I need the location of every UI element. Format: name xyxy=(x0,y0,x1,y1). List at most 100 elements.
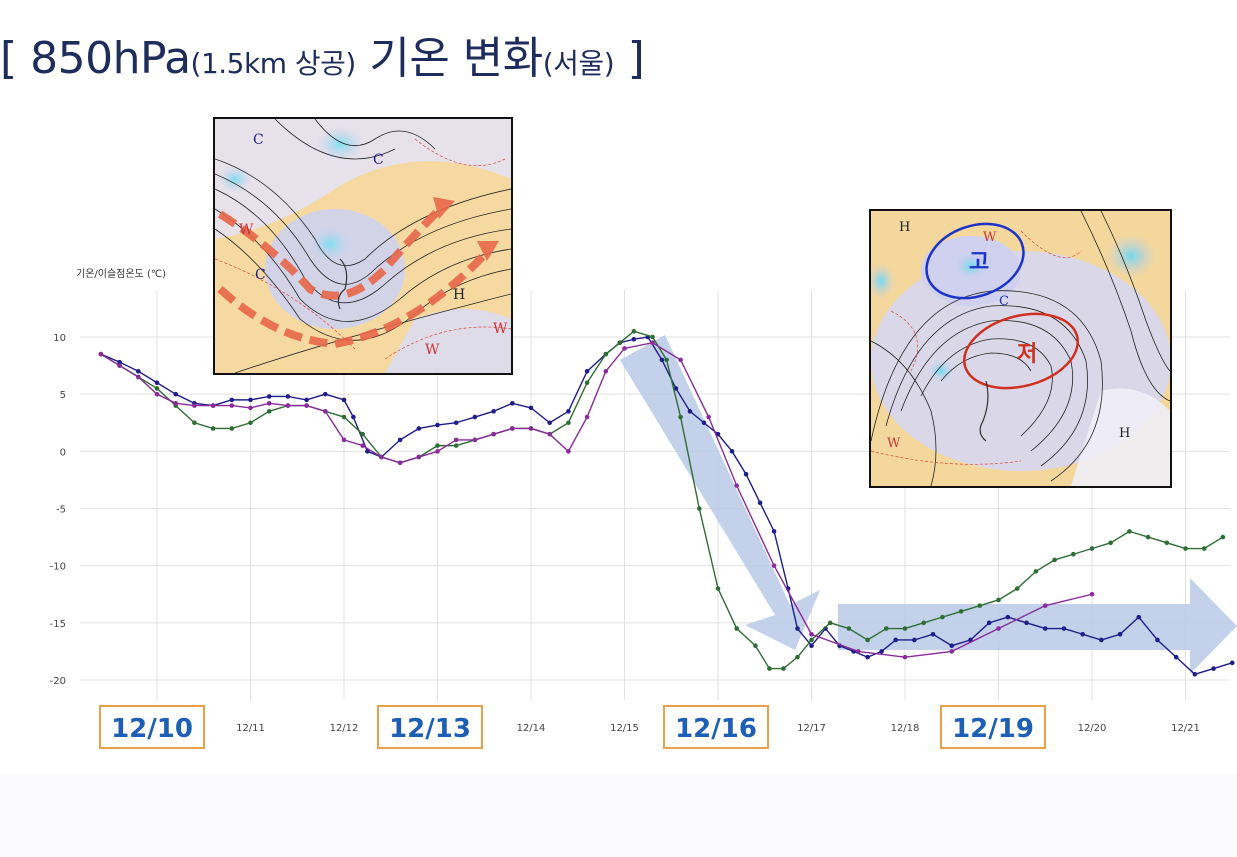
series-point xyxy=(453,443,459,448)
map-label: C xyxy=(373,152,384,168)
series-point xyxy=(631,328,637,334)
y-tick-label: 0 xyxy=(60,447,66,458)
series-point xyxy=(795,626,800,631)
series-point xyxy=(98,351,104,357)
series-point xyxy=(1042,626,1048,631)
weather-map-left-drawing: C C W W H W C xyxy=(215,119,511,373)
series-point xyxy=(1052,557,1057,563)
title-close: ] xyxy=(627,33,645,84)
footer-band xyxy=(0,775,1237,857)
map-label-high: 고 xyxy=(969,250,989,275)
y-tick-label: 10 xyxy=(53,333,66,344)
series-point xyxy=(912,637,917,643)
series-point xyxy=(210,403,216,408)
series-point xyxy=(435,443,440,448)
series-point xyxy=(879,649,884,654)
series-point xyxy=(304,397,309,403)
series-point xyxy=(154,380,160,386)
series-point xyxy=(659,357,665,363)
series-point xyxy=(510,401,515,406)
series-point xyxy=(435,449,440,454)
map-label: C xyxy=(255,267,266,283)
series-point xyxy=(603,369,609,374)
series-point xyxy=(360,443,366,448)
series-point xyxy=(566,409,571,414)
chart-series xyxy=(98,328,1235,677)
series-point xyxy=(491,431,496,437)
series-point xyxy=(865,654,870,660)
map-label: W xyxy=(983,230,997,245)
x-tick-label: 12/12 xyxy=(330,723,359,734)
series-point xyxy=(1145,534,1151,540)
series-point xyxy=(341,397,347,403)
series-point xyxy=(1089,591,1095,597)
weather-map-right-drawing: H 고 저 W W H C xyxy=(871,211,1170,486)
series-point xyxy=(1108,540,1113,546)
series-point xyxy=(1201,546,1207,551)
series-point xyxy=(855,649,861,654)
series-point xyxy=(781,666,786,671)
series-point xyxy=(136,374,141,380)
series-point xyxy=(584,414,590,420)
series-point xyxy=(1089,546,1095,551)
series-point xyxy=(996,626,1001,631)
series-point xyxy=(397,460,403,466)
map-label-low: 저 xyxy=(1017,342,1037,367)
series-point xyxy=(893,637,898,643)
series-point xyxy=(1099,637,1104,643)
series-point xyxy=(528,426,534,431)
series-point xyxy=(323,409,328,414)
series-point xyxy=(715,586,721,591)
drop-arrow xyxy=(620,335,820,650)
series-point xyxy=(154,391,160,397)
series-point xyxy=(416,426,422,431)
series-point xyxy=(603,351,609,357)
series-point xyxy=(528,405,534,411)
series-point xyxy=(1042,603,1048,608)
series-point xyxy=(266,409,272,414)
series-point xyxy=(248,420,253,426)
series-point xyxy=(584,380,590,386)
y-tick-label: -10 xyxy=(50,562,66,573)
series-point xyxy=(949,643,955,648)
series-point xyxy=(435,422,440,428)
date-callout-4: 12/19 xyxy=(940,705,1046,749)
series-point xyxy=(229,426,235,431)
series-point xyxy=(453,420,459,426)
series-point xyxy=(547,431,552,437)
series-point xyxy=(697,506,702,511)
title-paren: (1.5km 상공) xyxy=(190,47,357,80)
series-point xyxy=(304,403,309,408)
series-point xyxy=(229,403,235,408)
series-point xyxy=(650,340,655,346)
series-point xyxy=(1220,534,1226,540)
series-point xyxy=(729,449,735,454)
series-point xyxy=(192,403,197,408)
x-tick-label: 12/21 xyxy=(1171,723,1200,734)
x-tick-label: 12/15 xyxy=(610,723,639,734)
series-point xyxy=(664,357,669,363)
title-main2: 기온 변화 xyxy=(369,33,543,84)
series-point xyxy=(767,666,772,671)
series-point xyxy=(949,649,955,654)
x-tick-label: 12/20 xyxy=(1078,723,1107,734)
series-point xyxy=(1211,666,1216,671)
map-label: H xyxy=(1119,426,1130,441)
series-point xyxy=(1183,546,1188,551)
date-callout-3: 12/16 xyxy=(663,705,769,749)
series-point xyxy=(547,420,552,426)
series-point xyxy=(1080,631,1085,637)
y-axis-title: 기온/이슬점온도 (℃) xyxy=(76,268,166,280)
map-label: H xyxy=(453,287,465,303)
series-point xyxy=(210,426,216,431)
series-point xyxy=(986,620,992,626)
series-point xyxy=(173,391,178,397)
series-point xyxy=(921,620,926,626)
series-point xyxy=(1024,620,1029,626)
series-point xyxy=(809,637,814,643)
series-point xyxy=(510,426,515,431)
series-point xyxy=(673,386,679,391)
series-point xyxy=(1155,637,1160,643)
series-point xyxy=(341,414,347,420)
x-ticks: 12/11 12/12 12/14 12/15 12/17 12/18 12/20 12/21 xyxy=(236,723,1200,734)
